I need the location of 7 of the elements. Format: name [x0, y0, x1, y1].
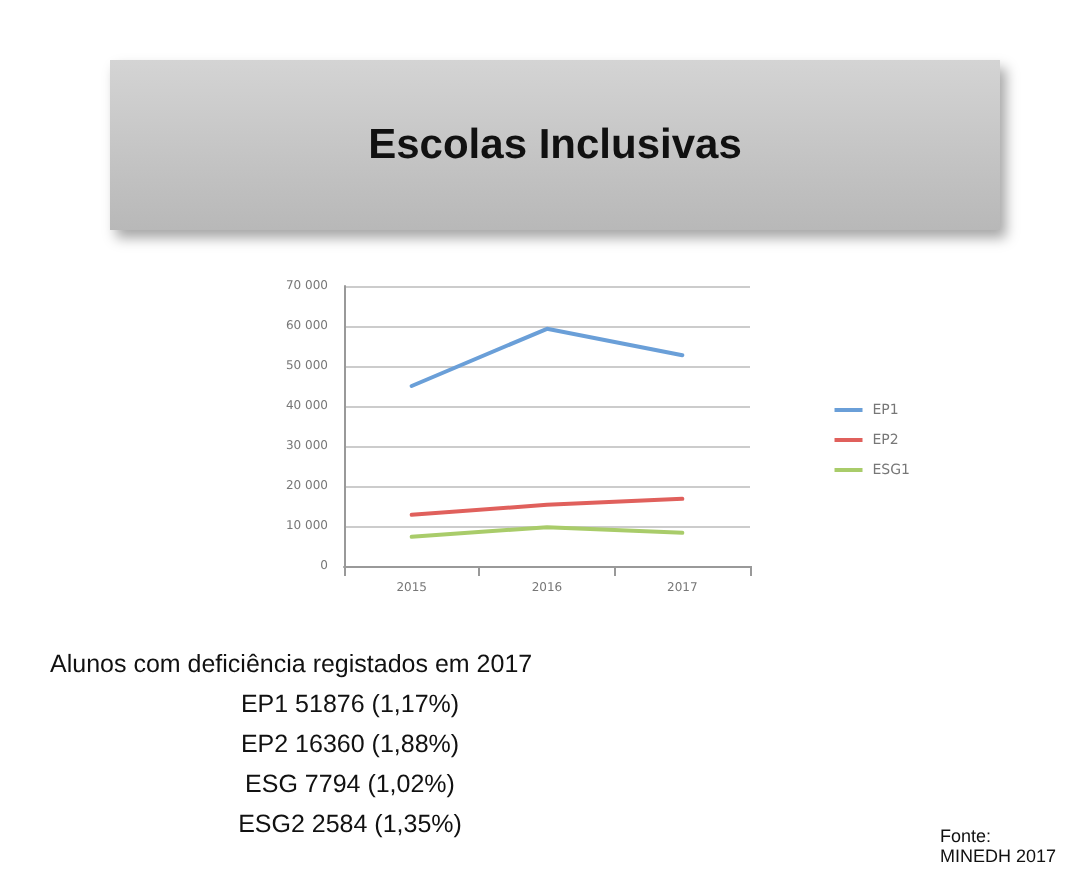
- text: EP2 16360 (1,88%): [240, 730, 460, 758]
- text: EP1 51876 (1,17%): [240, 690, 460, 718]
- text: ESG2 2584 (1,35%): [238, 810, 462, 838]
- text: Alunos com deficiência registados em 2017: [50, 650, 533, 678]
- text: ESG 7794 (1,02%): [245, 770, 455, 798]
- chart-title: Escolas Inclusivas: [368, 121, 742, 169]
- source-note: Fonte: MINEDH 2017: [940, 826, 1059, 866]
